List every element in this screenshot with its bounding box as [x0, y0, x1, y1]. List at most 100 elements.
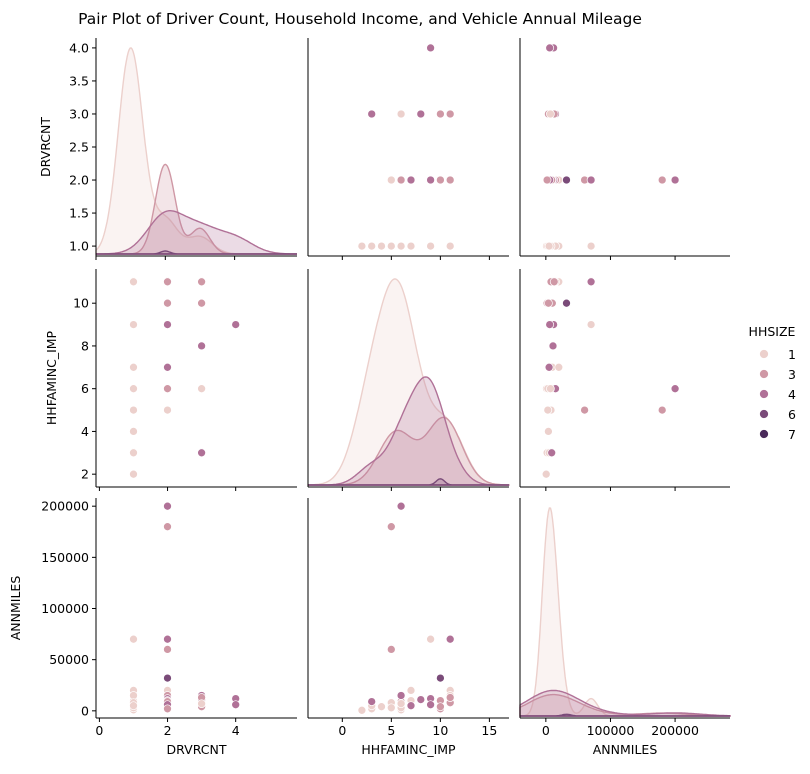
scatter-point [416, 109, 426, 119]
x-tick-label: 2 [164, 723, 172, 738]
scatter-point [396, 691, 406, 700]
scatter-point [231, 320, 241, 329]
x-tick-label: 10 [432, 723, 448, 738]
scatter-point [367, 109, 377, 119]
kde-annmiles-hhsize-6 [520, 713, 730, 717]
y-tick-label: 1.5 [69, 206, 89, 221]
scatter-point [396, 109, 406, 119]
kde-annmiles-hhsize-1 [519, 507, 730, 717]
scatter-point [586, 277, 596, 287]
scatter-point [129, 384, 138, 394]
kde-hhfaminc-imp-hhsize-4 [308, 376, 509, 486]
scatter-point [436, 673, 445, 683]
scatter-point [670, 384, 680, 394]
scatter-point [545, 43, 555, 53]
x-axis-label-drvrcnt: DRVRCNT [167, 742, 227, 757]
scatter-point [163, 522, 172, 532]
scatter-point [163, 277, 172, 287]
scatter-point [547, 448, 557, 458]
scatter-point [163, 320, 172, 329]
x-tick-label: 200000 [651, 723, 699, 738]
scatter-point [426, 241, 435, 251]
kde-annmiles-hhsize-4 [519, 689, 731, 717]
y-tick-label: 2.5 [69, 140, 89, 155]
legend-title: HHSIZE [749, 324, 796, 339]
scatter-point [396, 699, 406, 709]
x-axis-label-annmiles: ANNMILES [593, 742, 658, 757]
scatter-point [197, 341, 206, 351]
scatter-point [129, 405, 138, 415]
scatter-point [445, 109, 455, 119]
legend: HHSIZE 1 3 4 6 7 [749, 324, 796, 442]
scatter-point [426, 43, 435, 53]
x-tick-label: 0 [95, 723, 103, 738]
scatter-point [197, 699, 206, 709]
scatter-point [670, 175, 680, 185]
x-tick-label: 4 [232, 723, 240, 738]
subplot-annmiles-vs-hhfaminc-imp: 0 5 10 15 HHFAMINC_IMP [307, 498, 509, 757]
scatter-point [542, 175, 552, 185]
scatter-point [406, 175, 416, 185]
scatter-point [396, 175, 406, 185]
kde-drvrcnt-hhsize-6 [96, 250, 297, 255]
y-tick-label: 4 [81, 424, 89, 439]
scatter-point [129, 362, 138, 372]
scatter-point [544, 427, 553, 436]
subplot-hhfaminc-imp-vs-hhfaminc-imp [307, 269, 510, 491]
scatter-point [406, 686, 416, 695]
scatter-point [129, 448, 138, 458]
scatter-point [386, 241, 396, 251]
scatter-point [129, 277, 138, 287]
y-tick-label: 10 [73, 296, 89, 311]
legend-label-hhsize-6: 6 [788, 407, 796, 422]
y-tick-label: 50000 [49, 652, 89, 667]
subplot-hhfaminc-imp-vs-annmiles [519, 269, 730, 491]
scatter-point [377, 702, 386, 712]
scatter-point [416, 695, 426, 704]
scatter-point [386, 522, 396, 532]
scatter-point [436, 702, 445, 712]
kde-hhfaminc-imp-hhsize-6 [308, 478, 509, 486]
legend-marker-hhsize-7 [759, 429, 769, 439]
figure-title: Pair Plot of Driver Count, Household Inc… [78, 10, 642, 28]
scatter-point [163, 673, 172, 683]
scatter-point [657, 175, 667, 185]
scatter-point [406, 241, 416, 251]
y-tick-label: 100000 [41, 601, 89, 616]
scatter-point [386, 645, 396, 654]
scatter-point [163, 645, 172, 654]
scatter-point [546, 384, 555, 394]
scatter-point [426, 175, 435, 185]
scatter-point [554, 362, 564, 372]
scatter-point [129, 469, 138, 479]
scatter-point [445, 175, 455, 185]
y-tick-label: 6 [81, 381, 89, 396]
scatter-point [544, 241, 554, 251]
legend-marker-hhsize-1 [759, 349, 769, 359]
subplot-drvrcnt-vs-annmiles [519, 38, 730, 260]
scatter-point [445, 634, 455, 644]
scatter-point [197, 277, 206, 287]
y-tick-label: 2 [81, 467, 89, 482]
scatter-point [129, 701, 138, 711]
y-tick-label: 1.0 [69, 239, 89, 254]
subplot-annmiles-vs-annmiles: 0 100000 200000 ANNMILES [519, 498, 731, 757]
legend-marker-hhsize-3 [759, 369, 769, 379]
scatter-point [545, 320, 555, 329]
scatter-point [406, 701, 416, 711]
y-tick-label: 150000 [41, 550, 89, 565]
scatter-point [548, 341, 558, 351]
scatter-point [197, 448, 206, 458]
scatter-point [197, 384, 206, 394]
y-tick-label: 3.0 [69, 106, 89, 121]
subplot-drvrcnt-vs-drvrcnt: 1.0 1.5 2.0 2.5 3.0 3.5 4.0 DRVRCNT [38, 38, 297, 260]
scatter-point [377, 241, 386, 251]
legend-marker-hhsize-4 [759, 389, 769, 399]
kde-drvrcnt-hhsize-4 [96, 210, 297, 255]
x-tick-label: 15 [481, 723, 497, 738]
legend-label-hhsize-4: 4 [788, 387, 796, 402]
legend-label-hhsize-1: 1 [788, 347, 796, 362]
x-axis-label-hhfaminc-imp: HHFAMINC_IMP [361, 742, 456, 757]
